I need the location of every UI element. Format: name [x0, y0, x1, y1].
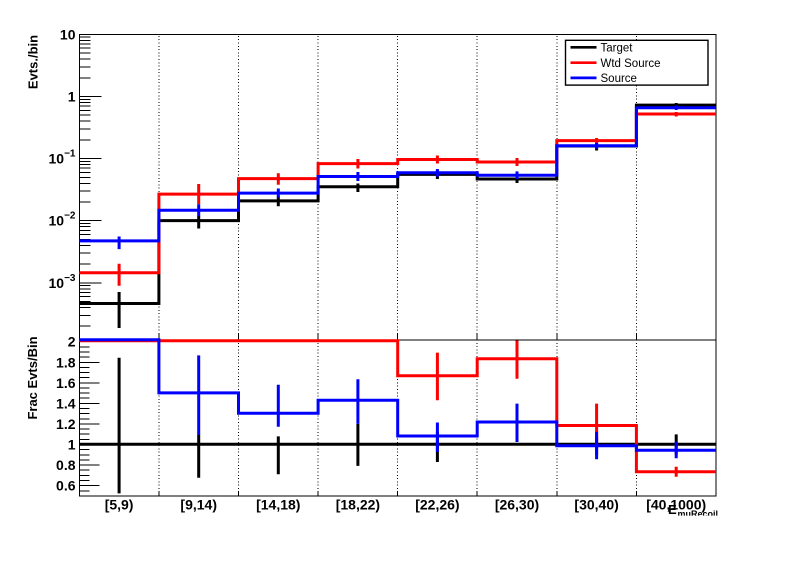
- svg-text:Wtd Source: Wtd Source: [601, 58, 661, 70]
- svg-text:10: 10: [60, 26, 76, 42]
- svg-text:1.8: 1.8: [56, 354, 76, 370]
- svg-text:Target: Target: [601, 43, 634, 55]
- svg-text:E: E: [668, 502, 677, 517]
- svg-text:1: 1: [68, 437, 76, 453]
- svg-text:[14,18): [14,18): [256, 497, 300, 513]
- svg-text:[40,1000): [40,1000): [646, 497, 706, 513]
- svg-text:[30,40): [30,40): [574, 497, 618, 513]
- svg-text:1.4: 1.4: [56, 395, 76, 411]
- svg-text:2: 2: [68, 334, 76, 350]
- svg-text:Frac Evts/Bin: Frac Evts/Bin: [25, 336, 40, 419]
- svg-text:1: 1: [68, 89, 76, 105]
- svg-text:Source: Source: [601, 73, 637, 85]
- svg-text:[18,22): [18,22): [336, 497, 380, 513]
- svg-text:1.6: 1.6: [56, 375, 76, 391]
- svg-text:0.8: 0.8: [56, 457, 76, 473]
- svg-text:[22,26): [22,26): [415, 497, 459, 513]
- svg-text:Evts./bin: Evts./bin: [26, 35, 41, 89]
- svg-text:[26,30): [26,30): [495, 497, 539, 513]
- svg-text:[9,14): [9,14): [180, 497, 217, 513]
- svg-text:muRecoil: muRecoil: [678, 509, 719, 519]
- svg-text:0.6: 0.6: [56, 478, 76, 494]
- svg-text:[5,9): [5,9): [105, 497, 134, 513]
- svg-text:1.2: 1.2: [56, 416, 76, 432]
